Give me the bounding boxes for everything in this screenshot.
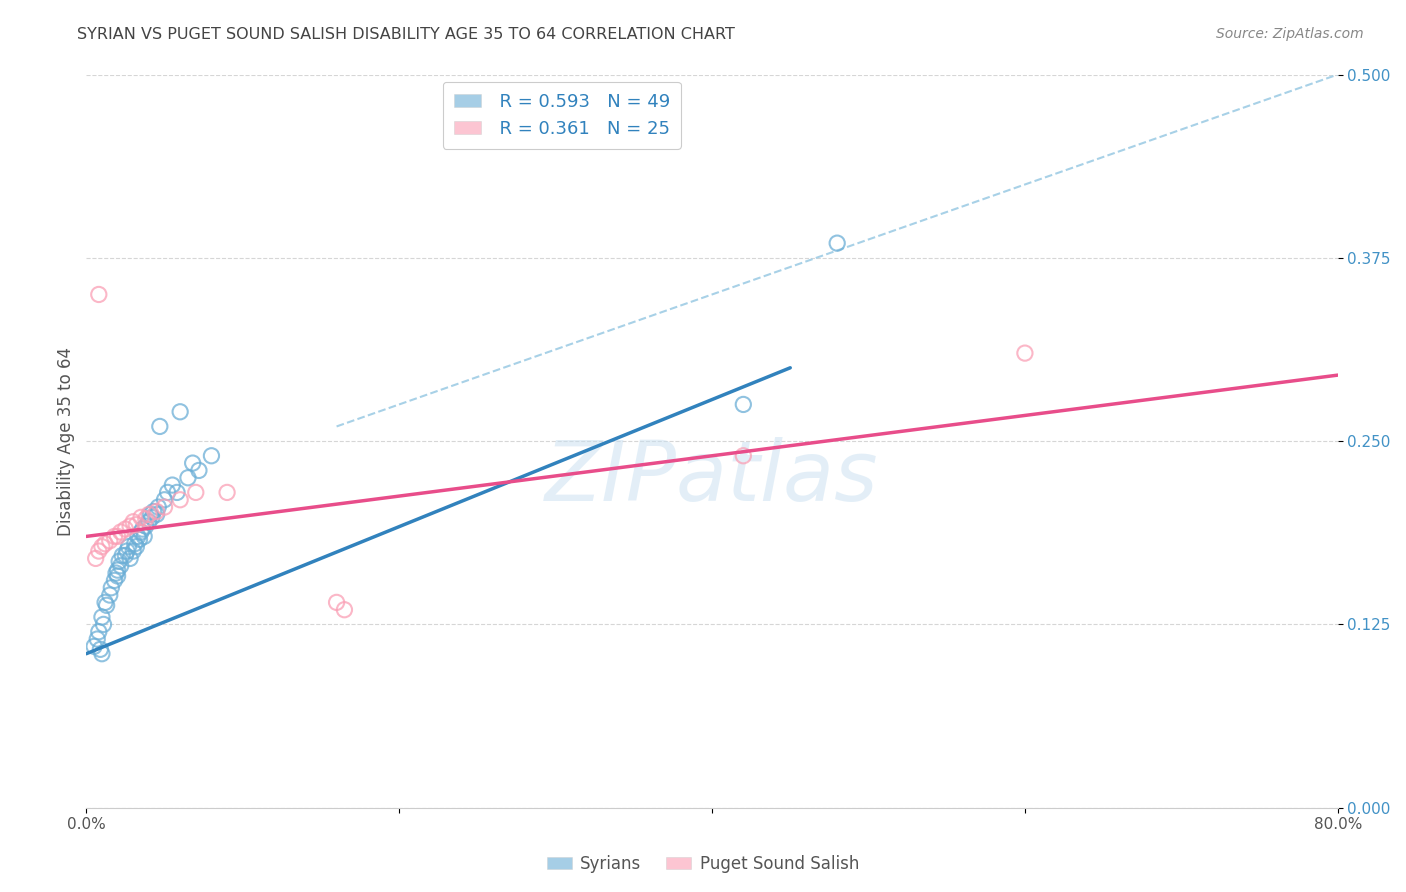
Point bbox=[142, 504, 165, 518]
Point bbox=[166, 485, 188, 500]
Point bbox=[93, 617, 115, 632]
Point bbox=[110, 524, 132, 539]
Point bbox=[87, 287, 110, 301]
Point bbox=[217, 485, 239, 500]
Point bbox=[103, 574, 125, 588]
Point bbox=[122, 515, 145, 529]
Point bbox=[103, 529, 125, 543]
Point bbox=[145, 508, 167, 522]
Point bbox=[1014, 346, 1036, 360]
Point bbox=[86, 632, 108, 646]
Point bbox=[169, 405, 191, 419]
Point bbox=[162, 478, 184, 492]
Point bbox=[733, 397, 755, 411]
Point bbox=[129, 524, 152, 539]
Point bbox=[100, 581, 122, 595]
Point bbox=[127, 529, 149, 543]
Point bbox=[141, 510, 163, 524]
Point bbox=[110, 558, 132, 573]
Point bbox=[115, 544, 138, 558]
Text: SYRIAN VS PUGET SOUND SALISH DISABILITY AGE 35 TO 64 CORRELATION CHART: SYRIAN VS PUGET SOUND SALISH DISABILITY … bbox=[77, 27, 735, 42]
Point bbox=[120, 519, 142, 533]
Point bbox=[825, 236, 848, 251]
Point bbox=[129, 510, 152, 524]
Point bbox=[96, 599, 118, 613]
Point bbox=[138, 508, 160, 522]
Text: Source: ZipAtlas.com: Source: ZipAtlas.com bbox=[1216, 27, 1364, 41]
Point bbox=[139, 508, 162, 522]
Point bbox=[98, 588, 121, 602]
Point bbox=[169, 492, 191, 507]
Point bbox=[177, 471, 200, 485]
Point bbox=[114, 549, 136, 563]
Point bbox=[83, 640, 105, 654]
Point bbox=[200, 449, 222, 463]
Point bbox=[134, 529, 156, 543]
Point bbox=[131, 522, 153, 536]
Point bbox=[333, 603, 356, 617]
Legend:   R = 0.593   N = 49,   R = 0.361   N = 25: R = 0.593 N = 49, R = 0.361 N = 25 bbox=[443, 82, 681, 149]
Point bbox=[87, 624, 110, 639]
Legend: Syrians, Puget Sound Salish: Syrians, Puget Sound Salish bbox=[540, 848, 866, 880]
Point bbox=[120, 551, 142, 566]
Point bbox=[135, 519, 157, 533]
Point bbox=[184, 485, 207, 500]
Point bbox=[94, 595, 117, 609]
Point bbox=[114, 522, 136, 536]
Point bbox=[94, 537, 117, 551]
Point bbox=[153, 500, 176, 514]
Point bbox=[145, 504, 167, 518]
Point bbox=[111, 549, 134, 563]
Point bbox=[148, 500, 170, 514]
Point bbox=[98, 533, 121, 548]
Point bbox=[325, 595, 347, 609]
Point bbox=[105, 566, 128, 580]
Point bbox=[90, 647, 112, 661]
Text: ZIPatlas: ZIPatlas bbox=[546, 437, 879, 518]
Point bbox=[125, 517, 148, 532]
Point bbox=[135, 512, 157, 526]
Point bbox=[107, 563, 129, 577]
Point bbox=[125, 540, 148, 554]
Point bbox=[153, 492, 176, 507]
Point bbox=[187, 463, 209, 477]
Point bbox=[87, 544, 110, 558]
Point bbox=[122, 544, 145, 558]
Point bbox=[156, 485, 179, 500]
Y-axis label: Disability Age 35 to 64: Disability Age 35 to 64 bbox=[58, 347, 75, 535]
Point bbox=[107, 569, 129, 583]
Point bbox=[84, 551, 107, 566]
Point bbox=[90, 610, 112, 624]
Point bbox=[90, 540, 112, 554]
Point bbox=[89, 642, 111, 657]
Point bbox=[124, 537, 146, 551]
Point bbox=[181, 456, 204, 470]
Point bbox=[108, 554, 131, 568]
Point bbox=[149, 419, 172, 434]
Point bbox=[138, 515, 160, 529]
Point bbox=[107, 529, 129, 543]
Point bbox=[733, 449, 755, 463]
Point bbox=[117, 540, 139, 554]
Point bbox=[128, 533, 150, 547]
